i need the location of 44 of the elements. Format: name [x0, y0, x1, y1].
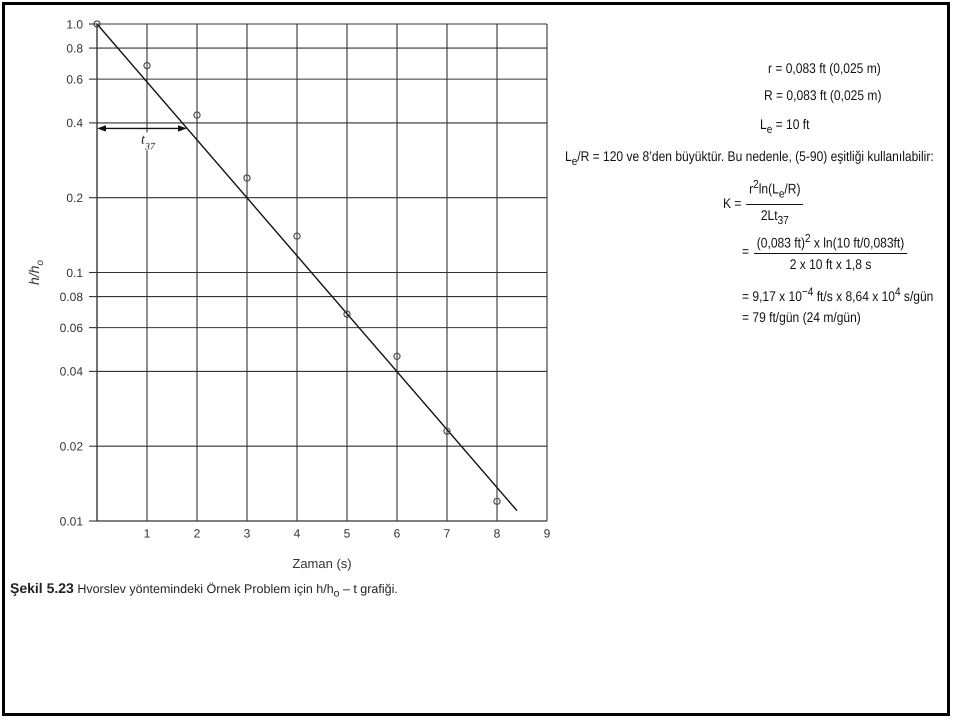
point: [93, 20, 101, 28]
y-tick-label: 0.6: [66, 72, 84, 86]
y-tick-label: 0.8: [66, 41, 84, 56]
point: [343, 310, 351, 318]
text: L$_{e}$ = 10 ft: [760, 116, 810, 136]
y-tick-label: 0.04: [60, 364, 84, 379]
y-tick-label: 0.1: [66, 266, 84, 280]
text: 2 x 10 ft x 1,8 s: [790, 254, 872, 272]
point: [193, 111, 201, 119]
point: [293, 232, 301, 240]
x-axis-title: Zaman (s): [292, 556, 352, 571]
y-tick-label: 0.08: [60, 290, 84, 304]
text: R = 0,083 ft (0,025 m): [764, 87, 882, 103]
y-tick-label: 0.02: [60, 439, 84, 454]
x-tick-label: 3: [244, 526, 251, 541]
text: =: [742, 243, 750, 260]
text: Şekil 5.23 Hvorslev yöntemindeki Örnek Problem için h/h$_{o}$ – t grafiği.: [10, 580, 398, 600]
y-tick-label: 0.06: [60, 320, 84, 335]
text: 2Lt$_{37}$: [760, 206, 789, 230]
x-tick-label: 6: [394, 526, 401, 541]
text: (0,083 ft)$^{2}$ x ln(10 ft/0,083ft): [754, 231, 907, 254]
point: [493, 498, 501, 505]
y-tick-label: 0.2: [66, 190, 84, 205]
x-tick-label: 1: [144, 526, 151, 541]
x-tick-label: 9: [544, 526, 551, 541]
text: = 9,17 x 10$^{−4}$ ft/s x 8,64 x 10$^{4}$ s/gün: [742, 285, 934, 304]
point: [143, 62, 151, 70]
text: r = 0,083 ft (0,025 m): [768, 60, 881, 76]
text: K =: [723, 195, 742, 212]
x-tick-label: 7: [444, 526, 451, 541]
x-tick-label: 8: [494, 526, 501, 541]
x-tick-label: 2: [194, 526, 201, 541]
x-tick-label: 5: [344, 526, 351, 541]
y-tick-label: 0.4: [66, 116, 84, 130]
text: = 79 ft/gün (24 m/gün): [742, 309, 861, 325]
point: [393, 352, 401, 360]
x-tick-label: 4: [294, 526, 301, 541]
y-tick-label: 0.01: [60, 514, 84, 528]
point: [243, 174, 251, 182]
annotation: t$_{37}$: [141, 132, 156, 152]
point: [443, 427, 451, 435]
text: r$^{2}$ln(L$_{e}$/R): [746, 177, 804, 206]
y-tick-label: 1.0: [66, 17, 84, 32]
text: L$_{e}$/R = 120 ve 8’den büyüktür. Bu nedenle, (5-90) eşitliği kullanılabilir:: [565, 148, 934, 168]
